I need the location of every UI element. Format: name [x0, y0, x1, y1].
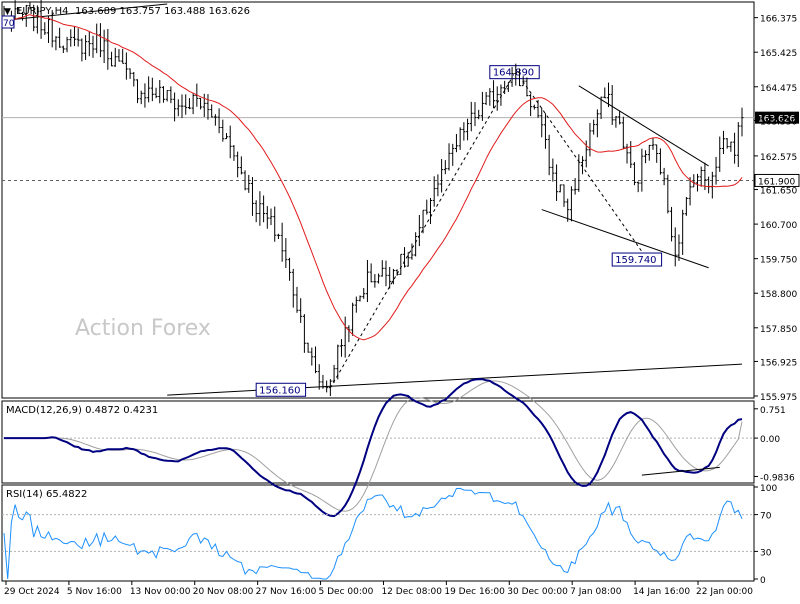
low-price-label-1: 156.160 — [259, 385, 300, 396]
current-price-label: 163.626 — [758, 115, 795, 125]
trendline — [3, 3, 168, 21]
low-price-label-2: 159.740 — [615, 255, 656, 266]
rsi-axis-label: 100 — [760, 484, 777, 494]
current-price-marker — [755, 111, 799, 124]
price-axis-label: 164.475 — [760, 84, 797, 94]
price-axis-label: 157.850 — [760, 325, 797, 335]
dropdown-arrow-icon[interactable]: ▼ — [4, 7, 11, 17]
rsi-axis-label: 0 — [760, 576, 766, 586]
macd-line — [4, 378, 743, 518]
macd-divergence-line — [641, 466, 720, 476]
price-panel-frame — [1, 1, 755, 399]
price-axis-label: 165.425 — [760, 49, 797, 59]
left-edge-label: 70 — [3, 19, 15, 29]
level-line-marker — [754, 173, 800, 187]
high-price-label-box — [489, 65, 540, 80]
trendline — [541, 209, 709, 269]
price-axis-label: 161.650 — [760, 187, 797, 197]
x-axis-label: 27 Nov 16:00 — [256, 587, 317, 597]
x-axis-label: 30 Dec 00:00 — [507, 587, 568, 597]
price-axis-label: 160.700 — [760, 221, 797, 231]
x-axis-label: 20 Nov 08:00 — [193, 587, 254, 597]
level-line-label: 161.900 — [758, 177, 795, 187]
left-edge-label-box — [1, 15, 15, 29]
macd-panel-frame — [1, 400, 755, 484]
x-axis-label: 19 Dec 16:00 — [444, 587, 505, 597]
ohlc-header: 163.689 163.757 163.488 163.626 — [75, 6, 250, 17]
trendline — [578, 85, 709, 167]
x-axis-label: 7 Jan 08:00 — [570, 587, 622, 597]
x-axis-label: 12 Dec 08:00 — [381, 587, 442, 597]
macd-signal-line — [4, 380, 743, 512]
macd-label: MACD(12,26,9) 0.4872 0.4231 — [6, 405, 158, 416]
price-axis-label: 163.550 — [760, 117, 797, 127]
macd-axis-label: 0.00 — [760, 435, 780, 445]
price-axis-label: 156.925 — [760, 358, 797, 368]
rsi-line — [3, 487, 743, 580]
chart-title: EURJPY,H4 — [16, 6, 69, 17]
macd-axis-label: 0.751 — [760, 406, 786, 416]
x-axis-label: 5 Dec 00:00 — [319, 587, 374, 597]
x-axis-label: 14 Jan 16:00 — [633, 587, 690, 597]
price-axis-label: 166.375 — [760, 15, 797, 25]
watermark: Action Forex — [75, 316, 211, 341]
x-axis-label: 22 Jan 00:00 — [696, 587, 753, 597]
price-axis-label: 158.800 — [760, 290, 797, 300]
macd-axis-label: -0.9836 — [760, 473, 795, 483]
trendline — [515, 71, 646, 258]
x-axis-label: 5 Nov 16:00 — [67, 587, 122, 597]
low-price-label-2-box — [611, 252, 663, 267]
price-axis-label: 162.575 — [760, 153, 797, 163]
low-price-label-1-box — [255, 382, 307, 397]
rsi-panel-frame — [1, 484, 755, 582]
trendline — [329, 71, 517, 389]
rsi-axis-label: 30 — [760, 548, 772, 558]
rsi-axis-label: 70 — [760, 512, 772, 522]
rsi-label: RSI(14) 65.4822 — [6, 489, 87, 500]
moving-average-line — [3, 14, 743, 341]
price-axis-label: 159.750 — [760, 256, 797, 266]
price-axis-label: 155.975 — [760, 393, 797, 403]
x-axis-label: 13 Nov 00:00 — [130, 587, 191, 597]
x-axis-label: 29 Oct 2024 — [4, 587, 60, 597]
